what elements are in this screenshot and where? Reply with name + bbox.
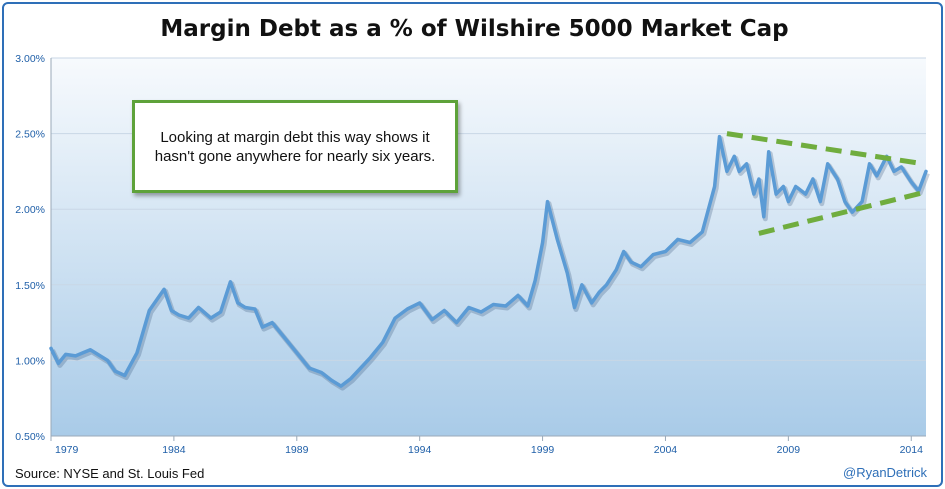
x-axis: 1979 1984 1989 1994 1999 2004 2009 2014 <box>50 435 926 456</box>
credit-handle: @RyanDetrick <box>843 465 927 480</box>
x-tick-label: 1989 <box>285 444 309 456</box>
x-tick-label: 1979 <box>55 444 79 456</box>
series-line <box>49 134 928 388</box>
x-tick-label: 1994 <box>408 444 432 456</box>
source-note: Source: NYSE and St. Louis Fed <box>15 466 205 481</box>
trend-line <box>758 190 925 236</box>
y-tick-label: 2.00% <box>15 204 45 216</box>
y-tick-label: 1.50% <box>15 280 45 292</box>
y-tick-label: 1.00% <box>15 355 45 367</box>
trend-line <box>726 131 924 167</box>
series-lines <box>49 134 930 391</box>
y-tick-label: 3.00% <box>15 53 45 65</box>
annotation-text: Looking at margin debt this way shows it… <box>154 128 436 165</box>
line-chart: 0.50%1.00%1.50%2.00%2.50%3.00% 1979 1984 1… <box>15 53 930 456</box>
chart-title: Margin Debt as a % of Wilshire 5000 Mark… <box>160 16 789 42</box>
y-tick-label: 2.50% <box>15 129 45 141</box>
annotation-box: Looking at margin debt this way shows it… <box>132 100 458 193</box>
y-axis: 0.50% 1.00% 1.50% 2.00% 2.50% 3.00% <box>15 53 52 443</box>
x-tick-label: 1999 <box>531 444 555 456</box>
x-tick-label: 2004 <box>654 444 678 456</box>
y-tick-label: 0.50% <box>15 431 45 443</box>
x-tick-label: 2014 <box>900 444 924 456</box>
x-tick-label: 1984 <box>162 444 186 456</box>
trend-lines <box>726 131 925 236</box>
x-tick-label: 2009 <box>777 444 801 456</box>
